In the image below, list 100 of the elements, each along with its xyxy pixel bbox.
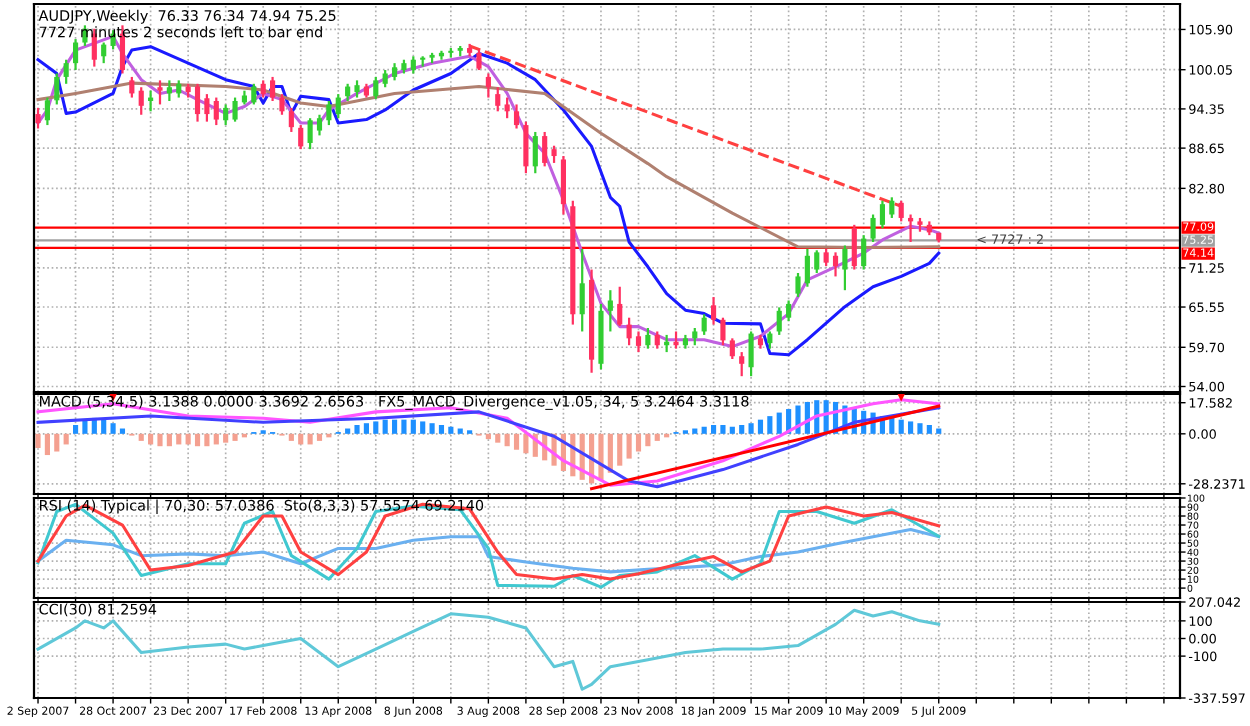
candlestick [513,103,520,130]
bar [307,433,313,445]
bar [495,433,501,443]
candlestick [72,37,79,72]
candlestick [607,289,613,333]
bar [429,423,435,434]
bar [194,433,201,447]
candlestick [213,96,219,127]
bar [373,421,379,434]
bar [898,419,904,434]
bar [204,433,210,447]
bar [523,433,529,454]
bar [917,423,923,434]
candlestick [748,330,754,378]
candlestick [223,103,229,127]
candlestick [635,330,642,354]
bar [316,433,323,441]
candlestick [701,313,707,337]
candlestick [532,130,538,175]
candlestick [476,48,482,72]
candlestick [485,72,491,99]
bar [148,433,154,445]
bar [35,433,41,448]
bar [345,428,351,434]
bar [82,419,88,434]
bar [382,419,388,434]
candlestick [710,295,717,326]
candlestick [44,96,50,127]
bar [232,433,238,441]
candlestick [814,249,820,275]
bar [54,433,60,452]
candlestick [35,106,41,130]
line-series [36,81,941,250]
candlestick [166,79,172,103]
bar [757,419,764,434]
bar [63,433,69,445]
bar [138,433,144,441]
candlestick [626,316,632,347]
bar [101,419,107,434]
bar [513,433,520,450]
line-series [36,528,941,574]
candlestick [729,337,735,361]
candlestick [504,96,510,120]
bar [767,416,773,434]
bar [213,433,219,445]
bar [645,433,651,447]
bar [391,419,398,434]
bar [298,433,304,445]
candlestick [879,199,886,230]
candlestick [832,251,839,278]
bar [72,424,79,434]
candlestick [617,285,623,328]
bar [635,433,642,452]
candlestick [870,213,876,244]
bar [176,433,182,445]
bar [223,433,229,443]
bar [776,412,782,434]
candlestick [270,75,276,103]
bar [448,426,454,434]
candlestick [307,117,313,151]
candlestick [560,154,567,216]
candlestick [279,93,285,116]
candlestick [579,247,585,333]
candlestick [204,93,210,123]
candlestick [720,316,726,347]
bar [729,426,735,434]
bar [908,421,914,434]
candlestick [898,199,904,223]
candlestick [138,86,144,116]
bar [720,424,726,434]
bar [185,433,191,445]
bar [166,433,172,447]
candlestick [795,271,801,299]
candlestick [804,247,810,288]
bar [401,419,407,434]
bar [692,428,698,434]
candlestick [373,75,379,101]
bar [626,433,632,459]
candlestick [54,72,60,106]
bar [44,433,50,456]
candlestick [889,196,895,220]
candlestick [645,326,651,350]
bar [438,424,445,434]
bar [889,417,895,434]
bar [457,428,463,434]
bar [288,433,294,441]
candlestick [316,113,323,137]
candlestick [251,82,257,106]
candlestick [842,244,848,292]
candlestick [194,82,201,123]
candlestick [523,120,529,175]
candlestick [495,86,501,113]
bar [157,433,163,447]
bar [654,433,660,441]
candlestick [786,299,792,323]
bar [110,423,116,434]
candlestick [542,130,548,168]
candlestick [335,93,341,120]
candlestick [298,123,304,151]
bar [410,419,416,434]
